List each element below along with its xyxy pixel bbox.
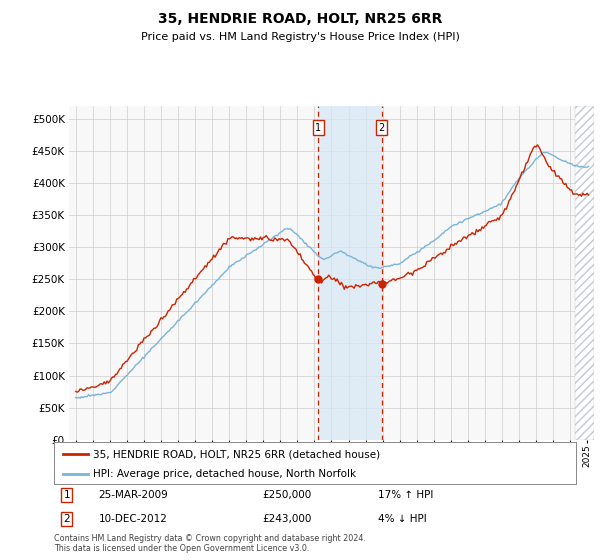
Text: 17% ↑ HPI: 17% ↑ HPI [377,490,433,500]
Text: 35, HENDRIE ROAD, HOLT, NR25 6RR: 35, HENDRIE ROAD, HOLT, NR25 6RR [158,12,442,26]
Text: Contains HM Land Registry data © Crown copyright and database right 2024.
This d: Contains HM Land Registry data © Crown c… [54,534,366,553]
Text: 25-MAR-2009: 25-MAR-2009 [98,490,168,500]
Text: 1: 1 [64,490,70,500]
Text: Price paid vs. HM Land Registry's House Price Index (HPI): Price paid vs. HM Land Registry's House … [140,32,460,43]
Text: £243,000: £243,000 [263,514,312,524]
Text: 2: 2 [64,514,70,524]
Text: £250,000: £250,000 [263,490,312,500]
Text: 10-DEC-2012: 10-DEC-2012 [98,514,167,524]
Text: 4% ↓ HPI: 4% ↓ HPI [377,514,427,524]
Text: 35, HENDRIE ROAD, HOLT, NR25 6RR (detached house): 35, HENDRIE ROAD, HOLT, NR25 6RR (detach… [93,449,380,459]
Bar [319,106,382,440]
Text: 1: 1 [316,123,322,133]
Text: HPI: Average price, detached house, North Norfolk: HPI: Average price, detached house, Nort… [93,469,356,479]
Text: 2: 2 [379,123,385,133]
